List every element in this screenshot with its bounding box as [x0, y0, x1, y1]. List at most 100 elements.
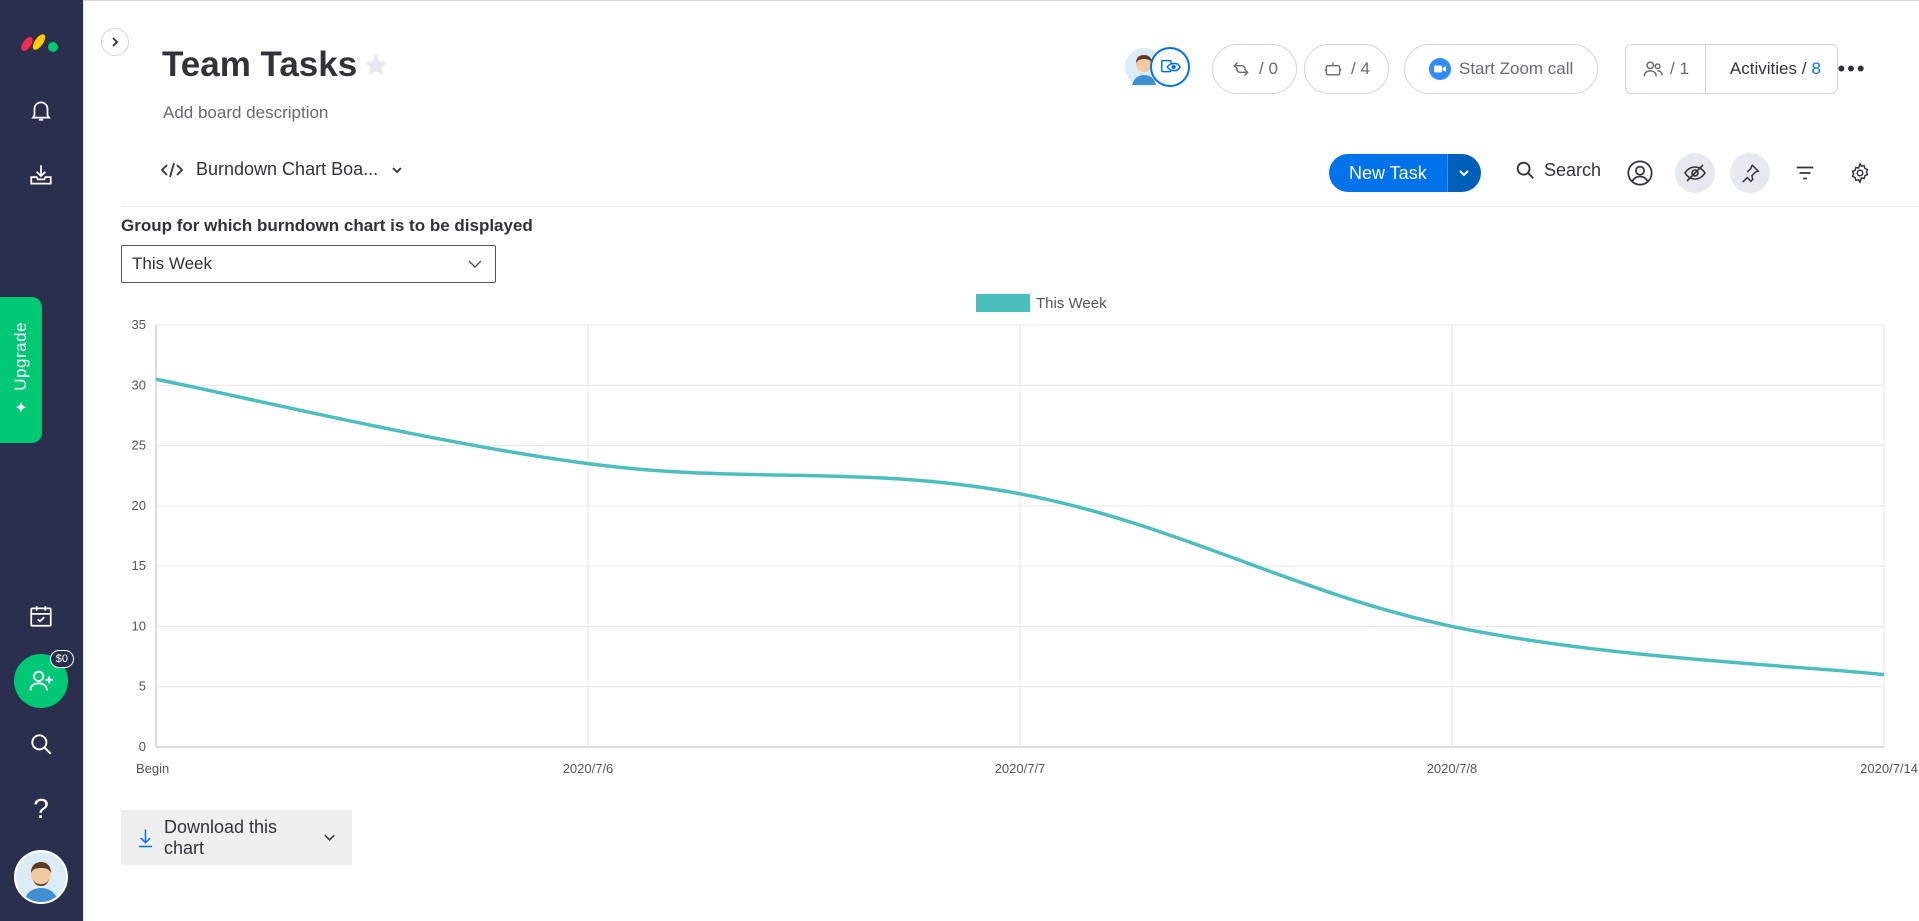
search-everything-button[interactable]	[21, 724, 61, 764]
legend-swatch[interactable]	[976, 294, 1030, 312]
board-description[interactable]: Add board description	[163, 103, 329, 122]
eye-icon	[1161, 59, 1181, 73]
view-name: Burndown Chart Boa...	[196, 159, 379, 179]
chart-series	[155, 377, 1885, 677]
integrations-count: / 0	[1259, 59, 1278, 78]
series-line-this-week	[155, 377, 1885, 677]
chart-grid	[155, 324, 1885, 748]
code-icon	[160, 162, 184, 177]
watching-icon	[1150, 47, 1190, 87]
activities-button[interactable]: Activities / 8	[1714, 45, 1837, 93]
gear-icon	[1851, 162, 1869, 184]
group-selected-value: This Week	[132, 254, 212, 273]
x-tick-label: 2020/7/7	[995, 761, 1046, 776]
expand-sidebar-button[interactable]	[101, 28, 129, 56]
x-tick-label: Begin	[136, 761, 169, 776]
search-button[interactable]: Search	[1514, 159, 1601, 181]
integrations-button[interactable]: / 0	[1212, 44, 1297, 94]
members-activities-group: / 1 Activities / 8	[1625, 44, 1838, 94]
settings-button[interactable]	[1840, 153, 1880, 193]
bell-icon	[31, 101, 51, 121]
y-tick-label: 30	[132, 377, 146, 392]
add-user-icon	[29, 670, 53, 691]
y-tick-label: 15	[132, 558, 146, 573]
x-tick-label: 2020/7/14	[1860, 761, 1918, 776]
filter-icon	[1796, 166, 1814, 180]
sparkle-icon: ✦	[14, 400, 28, 418]
new-task-button[interactable]: New Task	[1329, 154, 1447, 192]
hide-columns-button[interactable]	[1675, 153, 1715, 193]
pin-icon	[1742, 164, 1760, 183]
download-icon	[138, 829, 153, 847]
burndown-chart: 0 5 10 15 20 25 30 35 Begin 2020/7/6 2020/7/7 2020/…	[116, 289, 1918, 784]
robot-icon	[1324, 62, 1342, 76]
left-rail: Upgrade ✦ $0 ?	[0, 0, 83, 921]
user-avatar-image	[16, 852, 66, 902]
group-select-label: Group for which burndown chart is to be …	[121, 216, 533, 235]
invite-members-button[interactable]: $0	[14, 650, 74, 708]
integrations-icon	[1233, 61, 1249, 77]
question-mark-icon: ?	[33, 793, 49, 824]
chart-axes: 0 5 10 15 20 25 30 35 Begin 2020/7/6 2020/7/7 2020/…	[132, 317, 1918, 776]
legend-label[interactable]: This Week	[1036, 295, 1107, 312]
download-chart-label: Download this chart	[163, 816, 278, 858]
ellipsis-icon: •••	[1837, 56, 1867, 81]
filter-button[interactable]	[1785, 153, 1825, 193]
board-viewers[interactable]	[1124, 47, 1190, 87]
monday-logo[interactable]	[20, 28, 62, 54]
people-icon	[1643, 61, 1663, 77]
chevron-down-icon	[324, 834, 335, 841]
chevron-right-icon	[112, 37, 119, 47]
view-selector[interactable]: Burndown Chart Boa...	[160, 159, 404, 180]
zoom-icon	[1429, 58, 1451, 80]
search-label: Search	[1544, 159, 1602, 180]
y-tick-label: 10	[132, 618, 146, 633]
chart-legend[interactable]: This Week	[976, 294, 1107, 312]
y-tick-label: 35	[132, 317, 146, 332]
inbox-download-icon	[30, 165, 52, 185]
eye-off-icon	[1684, 164, 1706, 182]
new-task-dropdown-button[interactable]	[1446, 154, 1481, 192]
board-title[interactable]: Team Tasks	[162, 45, 358, 84]
notifications-button[interactable]	[21, 90, 61, 130]
search-icon	[1516, 161, 1534, 179]
y-tick-label: 25	[132, 438, 146, 453]
members-button[interactable]: / 1	[1626, 45, 1706, 93]
help-button[interactable]: ?	[21, 789, 61, 829]
group-select-dropdown[interactable]: This Week	[121, 245, 496, 283]
automations-button[interactable]: / 4	[1304, 44, 1389, 94]
chevron-down-icon	[468, 260, 482, 268]
x-tick-label: 2020/7/6	[563, 761, 614, 776]
x-tick-label: 2020/7/8	[1427, 761, 1478, 776]
user-avatar[interactable]	[14, 850, 68, 904]
activities-count: 8	[1811, 59, 1821, 78]
chevron-down-icon	[392, 166, 402, 173]
my-work-button[interactable]	[21, 596, 61, 636]
search-icon	[31, 734, 52, 755]
more-options-button[interactable]: •••	[1834, 53, 1870, 85]
toolbar-divider	[121, 206, 1919, 207]
y-tick-label: 5	[139, 679, 146, 694]
upgrade-label: Upgrade	[11, 321, 30, 391]
activities-label: Activities /	[1729, 59, 1807, 78]
zoom-call-button[interactable]: Start Zoom call	[1404, 44, 1599, 94]
calendar-check-icon	[30, 606, 52, 627]
y-tick-label: 0	[139, 739, 146, 754]
y-tick-label: 20	[132, 498, 146, 513]
automations-count: / 4	[1351, 59, 1370, 78]
upgrade-button[interactable]: Upgrade ✦	[0, 297, 42, 443]
person-filter-button[interactable]	[1620, 153, 1660, 193]
person-circle-icon	[1627, 160, 1653, 186]
new-task-button-group: New Task	[1329, 154, 1481, 192]
pin-button[interactable]	[1730, 153, 1770, 193]
burndown-chart-svg: 0 5 10 15 20 25 30 35 Begin 2020/7/6 2020/7/7 2020/…	[132, 294, 1918, 776]
board-main: Team Tasks Add board description / 0 / 4	[83, 0, 1919, 921]
inbox-button[interactable]	[21, 155, 61, 195]
chevron-down-icon	[1459, 170, 1469, 177]
favorite-star-icon[interactable]	[362, 51, 390, 79]
invite-badge: $0	[49, 650, 74, 668]
download-chart-button[interactable]: Download this chart	[121, 810, 352, 865]
members-count: / 1	[1670, 59, 1689, 78]
zoom-call-label: Start Zoom call	[1459, 59, 1574, 78]
